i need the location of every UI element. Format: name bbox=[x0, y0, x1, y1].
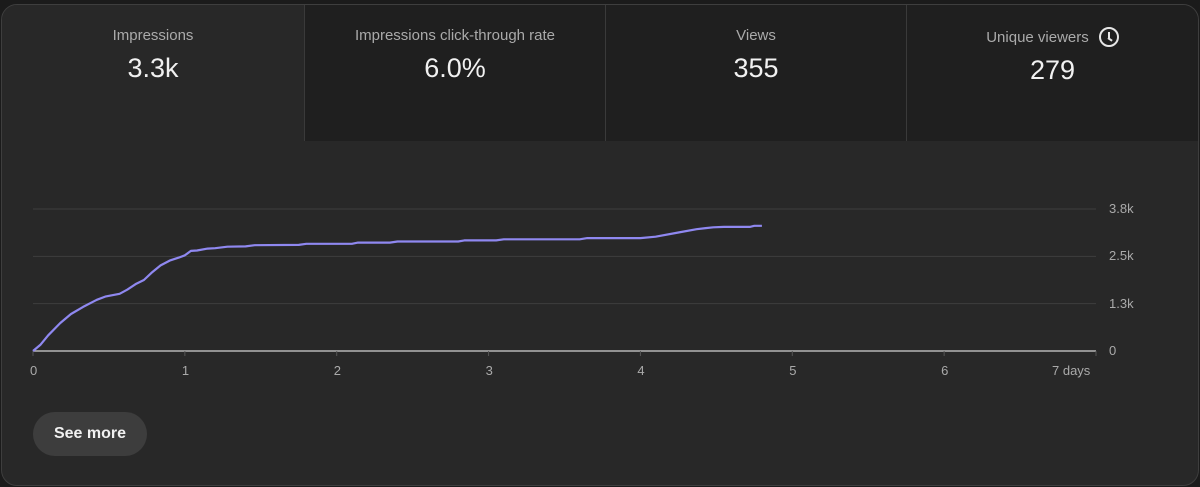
x-tick-label: 3 bbox=[485, 363, 493, 378]
x-tick-label: 4 bbox=[637, 363, 645, 378]
x-tick-label: 5 bbox=[789, 363, 797, 378]
tab-impressions-ctr[interactable]: Impressions click-through rate 6.0% bbox=[304, 5, 605, 141]
see-more-button[interactable]: See more bbox=[33, 412, 147, 456]
x-tick-label: 2 bbox=[333, 363, 341, 378]
tab-label: Views bbox=[736, 27, 776, 44]
tab-value: 6.0% bbox=[424, 53, 486, 83]
impressions-card: Impressions 3.3k Impressions click-throu… bbox=[1, 4, 1199, 486]
y-tick-label: 2.5k bbox=[1109, 248, 1134, 264]
tab-value: 279 bbox=[1029, 55, 1076, 85]
metric-tabs: Impressions 3.3k Impressions click-throu… bbox=[2, 5, 1198, 141]
tab-label: Impressions click-through rate bbox=[354, 27, 556, 44]
tab-value: 3.3k bbox=[127, 53, 179, 83]
tab-label: Impressions bbox=[112, 27, 194, 44]
tab-unique-viewers[interactable]: Unique viewers 279 bbox=[906, 5, 1198, 141]
x-tick-label: 6 bbox=[941, 363, 949, 378]
impressions-line[interactable] bbox=[32, 224, 762, 352]
tab-value: 355 bbox=[733, 53, 779, 83]
y-tick-label: 1.3k bbox=[1109, 295, 1134, 311]
tab-views[interactable]: Views 355 bbox=[605, 5, 906, 141]
clock-icon[interactable] bbox=[1098, 27, 1119, 47]
x-tick-label: 7 days bbox=[1052, 363, 1091, 378]
impressions-line-chart bbox=[32, 208, 1097, 356]
tab-label: Unique viewers bbox=[986, 28, 1089, 46]
tab-impressions[interactable]: Impressions 3.3k bbox=[2, 5, 304, 141]
y-tick-label: 3.8k bbox=[1109, 201, 1134, 216]
x-tick-label: 0 bbox=[30, 363, 38, 378]
y-tick-label: 0 bbox=[1109, 343, 1117, 358]
x-tick-label: 1 bbox=[181, 363, 190, 378]
